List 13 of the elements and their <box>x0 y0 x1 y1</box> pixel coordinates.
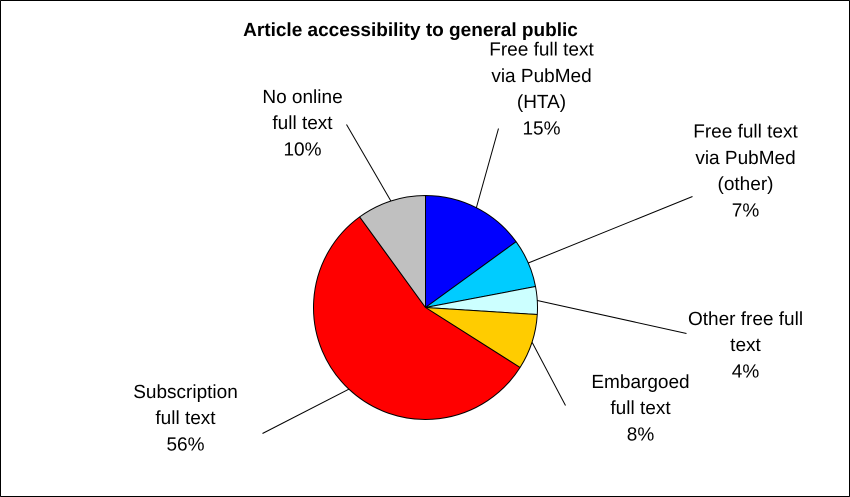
data-label: 4% <box>732 361 760 382</box>
data-label: 10% <box>283 139 322 160</box>
data-label: 15% <box>522 118 561 140</box>
slice-label: Free full text via PubMed (HTA) <box>489 40 594 114</box>
data-label: 8% <box>626 424 654 446</box>
chart-title: Article accessibility to general public <box>243 20 578 41</box>
legend-label: Subscription full text <box>133 382 238 429</box>
slice-label: Embargoed full text <box>591 372 690 419</box>
slice-label: No online full text <box>262 86 343 134</box>
slice-label: Free full text via PubMed (other) <box>693 122 798 196</box>
data-label: 7% <box>732 200 760 222</box>
data-label: 56% <box>166 434 205 456</box>
slice-label: Other free full text <box>688 308 804 356</box>
